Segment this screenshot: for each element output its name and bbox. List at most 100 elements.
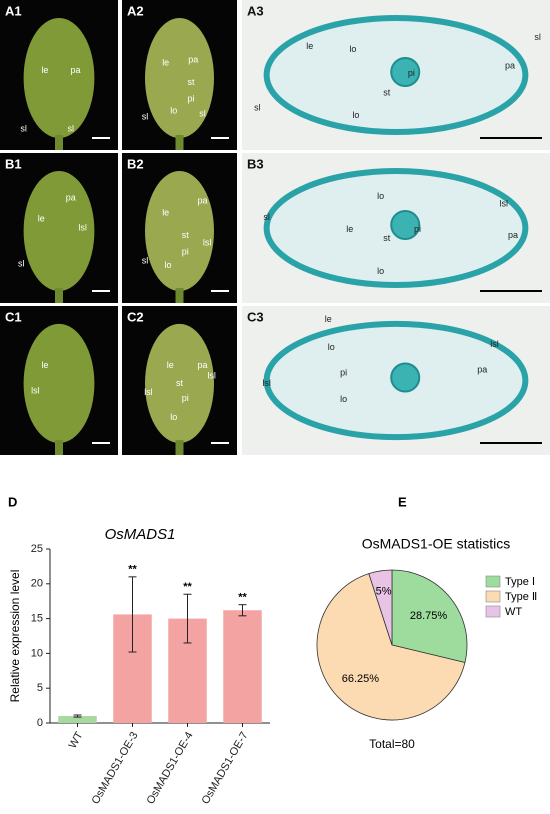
annotation: pa xyxy=(508,230,518,240)
annotation: pi xyxy=(340,367,347,377)
annotation: le xyxy=(306,41,313,51)
annotation: le xyxy=(167,360,174,370)
annotation: st xyxy=(187,77,195,87)
annotation: lsl xyxy=(490,339,499,349)
slice-label: 5% xyxy=(376,586,392,598)
spikelet xyxy=(23,323,95,444)
annotation: le xyxy=(38,213,45,223)
pistil xyxy=(390,57,421,87)
pistil xyxy=(390,362,421,393)
annotation: lo xyxy=(164,260,171,270)
x-tick-label: WT xyxy=(67,730,86,751)
pedicel xyxy=(55,440,63,455)
pie-slice xyxy=(391,569,468,663)
annotation: le xyxy=(346,224,353,234)
legend-label: Type Ⅰ xyxy=(505,576,535,588)
annotation: sl xyxy=(534,32,541,42)
annotation: st xyxy=(176,378,184,388)
panel-label: E xyxy=(398,494,407,509)
legend-label: Type Ⅱ xyxy=(505,591,537,603)
annotation: pa xyxy=(197,195,207,205)
panel-label: A3 xyxy=(247,3,264,18)
annotation: le xyxy=(325,314,332,324)
annotation: sl xyxy=(18,258,25,268)
bar xyxy=(58,716,97,723)
annotation: pa xyxy=(477,364,487,374)
bar xyxy=(223,610,262,723)
annotation: lo xyxy=(352,110,359,120)
pedicel xyxy=(175,440,184,455)
panel-label: B3 xyxy=(247,156,264,171)
annotation: le xyxy=(162,207,169,217)
x-tick-label: OsMADS1-OE-7 xyxy=(200,730,251,806)
panel-label: B2 xyxy=(127,156,144,171)
x-tick-label: OsMADS1-OE-4 xyxy=(145,730,196,806)
annotation: lo xyxy=(328,342,335,352)
annotation: lo xyxy=(340,394,347,404)
legend-swatch xyxy=(485,590,501,603)
y-tick-label: 25 xyxy=(31,543,43,555)
panel-label: C3 xyxy=(247,309,264,324)
annotation: lo xyxy=(349,44,356,54)
annotation: st xyxy=(182,230,190,240)
y-tick-label: 5 xyxy=(37,682,43,694)
pie-note: Total=80 xyxy=(369,737,415,751)
annotation: lsl xyxy=(262,378,271,388)
annotation: pa xyxy=(505,60,515,70)
annotation: lsl xyxy=(144,387,153,397)
annotation: lsl xyxy=(207,370,216,380)
y-tick-label: 15 xyxy=(31,613,43,625)
annotation: le xyxy=(41,65,48,75)
y-tick-label: 20 xyxy=(31,578,43,590)
annotation: le xyxy=(41,360,48,370)
spikelet xyxy=(145,18,214,138)
annotation: sl xyxy=(20,123,27,133)
chart-title: OsMADS1-OE statistics xyxy=(362,536,511,552)
annotation: pi xyxy=(182,393,189,403)
legend-swatch xyxy=(485,575,501,588)
annotation: sl xyxy=(142,111,149,121)
x-tick-label: OsMADS1-OE-3 xyxy=(90,730,141,806)
panel-label: A1 xyxy=(5,3,22,18)
chart-title: OsMADS1 xyxy=(105,526,176,543)
annotation: pa xyxy=(71,65,81,75)
annotation: lo xyxy=(170,105,177,115)
annotation: pi xyxy=(414,224,421,234)
legend-label: WT xyxy=(505,606,522,618)
annotation: sl xyxy=(142,255,149,265)
y-tick-label: 0 xyxy=(37,717,43,729)
spikelet xyxy=(145,171,214,291)
spikelet xyxy=(23,18,95,138)
annotation: lsl xyxy=(78,222,87,232)
annotation: lo xyxy=(377,266,384,276)
pistil xyxy=(390,210,421,240)
annotation: lo xyxy=(170,412,177,422)
annotation: pi xyxy=(408,68,415,78)
annotation: st xyxy=(383,233,391,243)
annotation: pa xyxy=(188,54,198,64)
significance: ** xyxy=(128,564,137,576)
pedicel xyxy=(175,288,184,303)
annotation: le xyxy=(162,57,169,67)
annotation: sl xyxy=(199,108,206,118)
annotation: lsl xyxy=(500,198,509,208)
annotation: lsl xyxy=(31,385,40,395)
annotation: sl xyxy=(263,212,270,222)
pedicel xyxy=(175,135,184,150)
annotation: sl xyxy=(68,123,75,133)
legend-swatch xyxy=(485,605,501,618)
significance: ** xyxy=(183,581,192,593)
spikelet xyxy=(23,171,95,291)
annotation: sl xyxy=(254,102,261,112)
panel-label: A2 xyxy=(127,3,144,18)
slice-label: 28.75% xyxy=(410,610,448,622)
spikelet xyxy=(145,323,214,444)
annotation: lo xyxy=(377,191,384,201)
y-tick-label: 10 xyxy=(31,647,43,659)
panel-label: D xyxy=(8,494,17,509)
pedicel xyxy=(55,288,63,303)
panel-label: B1 xyxy=(5,156,22,171)
pie-slice xyxy=(316,573,466,721)
annotation: lsl xyxy=(203,237,212,247)
